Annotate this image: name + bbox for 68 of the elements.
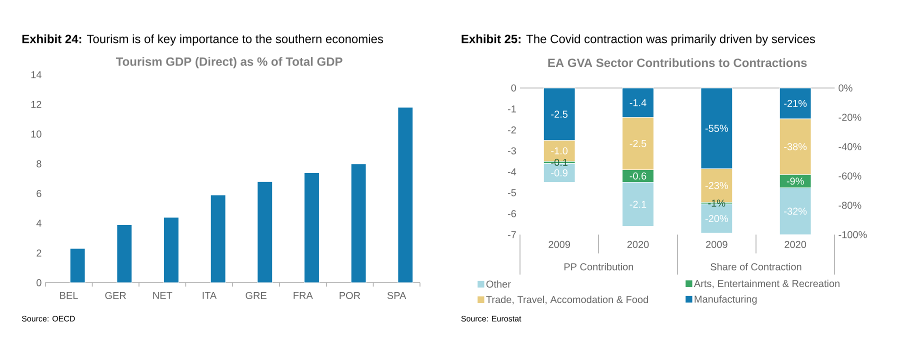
bar xyxy=(163,217,180,283)
source-note: Source: Eurostat xyxy=(461,316,522,322)
x-tick-label: GER xyxy=(105,292,126,300)
x-tick-label: BEL xyxy=(60,292,78,299)
y-tick-label: -3 xyxy=(508,147,516,154)
x-tick-label: 2009 xyxy=(706,240,728,248)
data-label: -55% xyxy=(705,124,728,132)
bar xyxy=(210,194,226,283)
y-tick-label: 8 xyxy=(36,160,42,168)
x-tick-label: FRA xyxy=(294,292,313,299)
chart-title: Exhibit 24: Tourism is of key importance to the southern economies xyxy=(22,34,384,46)
x-tick-label: SPA xyxy=(387,292,406,300)
y2-tick-label: 0% xyxy=(838,84,852,92)
y2-tick-label: -80% xyxy=(838,202,862,209)
legend-label: Manufacturing xyxy=(694,295,757,305)
x-tick-label: POR xyxy=(340,292,360,300)
text: PP Contribution xyxy=(564,263,634,270)
legend-label: Arts, Entertainment & Recreation xyxy=(694,280,840,288)
x-tick-label: 2009 xyxy=(548,240,570,248)
y-tick-label: 12 xyxy=(31,100,42,108)
data-label: -38% xyxy=(784,143,807,150)
x-tick-label: ITA xyxy=(202,292,217,299)
y-tick-label: 0 xyxy=(511,84,516,92)
bar xyxy=(257,181,273,283)
bar xyxy=(116,224,132,283)
source-note: Source: OECD xyxy=(22,316,75,322)
data-label: -9% xyxy=(786,178,804,185)
y-tick-label: -7 xyxy=(508,231,516,238)
y-tick-label: -6 xyxy=(508,210,516,218)
data-label: -2.5 xyxy=(551,110,568,118)
bar xyxy=(70,248,86,283)
legend-label: Trade, Travel, Accomodation & Food xyxy=(486,296,648,304)
data-label: -2.5 xyxy=(630,140,646,148)
chart-subtitle: Tourism GDP (Direct) as % of Total GDP xyxy=(116,57,342,68)
y2-tick-label: -60% xyxy=(838,172,862,180)
data-label: -21% xyxy=(784,100,807,107)
data-label: -1.4 xyxy=(630,99,646,106)
y2-tick-label: -100% xyxy=(838,231,867,238)
data-label: -32% xyxy=(784,208,807,215)
y2-tick-label: -40% xyxy=(838,143,862,150)
y2-tick-label: -20% xyxy=(838,114,862,121)
y-tick-label: 0 xyxy=(36,279,42,286)
y-tick-label: 14 xyxy=(31,71,42,78)
bar xyxy=(304,172,320,283)
x-tick-label: 2020 xyxy=(784,240,806,248)
y-tick-label: 2 xyxy=(36,249,42,256)
data-label: -2.1 xyxy=(630,200,646,208)
legend-label: Other xyxy=(486,280,511,288)
chart-subtitle: EA GVA Sector Contributions to Contractions xyxy=(548,58,807,68)
data-label: -20% xyxy=(705,214,728,222)
x-tick-label: NET xyxy=(153,292,172,299)
y-tick-label: -1 xyxy=(508,106,516,112)
y-tick-label: 4 xyxy=(36,220,42,227)
x-tick-label: 2020 xyxy=(627,240,649,248)
bar xyxy=(398,107,414,283)
chart-title: Exhibit 25: The Covid contraction was primarily driven by services xyxy=(462,34,815,46)
bar xyxy=(350,164,366,283)
data-label: -0.6 xyxy=(630,172,646,180)
data-label: -1.0 xyxy=(551,147,568,154)
y-tick-label: 6 xyxy=(36,190,42,198)
y-tick-label: -4 xyxy=(508,168,516,176)
y-tick-label: 10 xyxy=(31,130,42,138)
y-tick-label: -5 xyxy=(508,189,516,196)
text: Share of Contraction xyxy=(710,263,802,270)
y-tick-label: -2 xyxy=(508,126,516,134)
x-tick-label: GRE xyxy=(246,292,266,300)
data-label: -0.9 xyxy=(551,169,568,176)
data-label: -23% xyxy=(705,182,728,190)
